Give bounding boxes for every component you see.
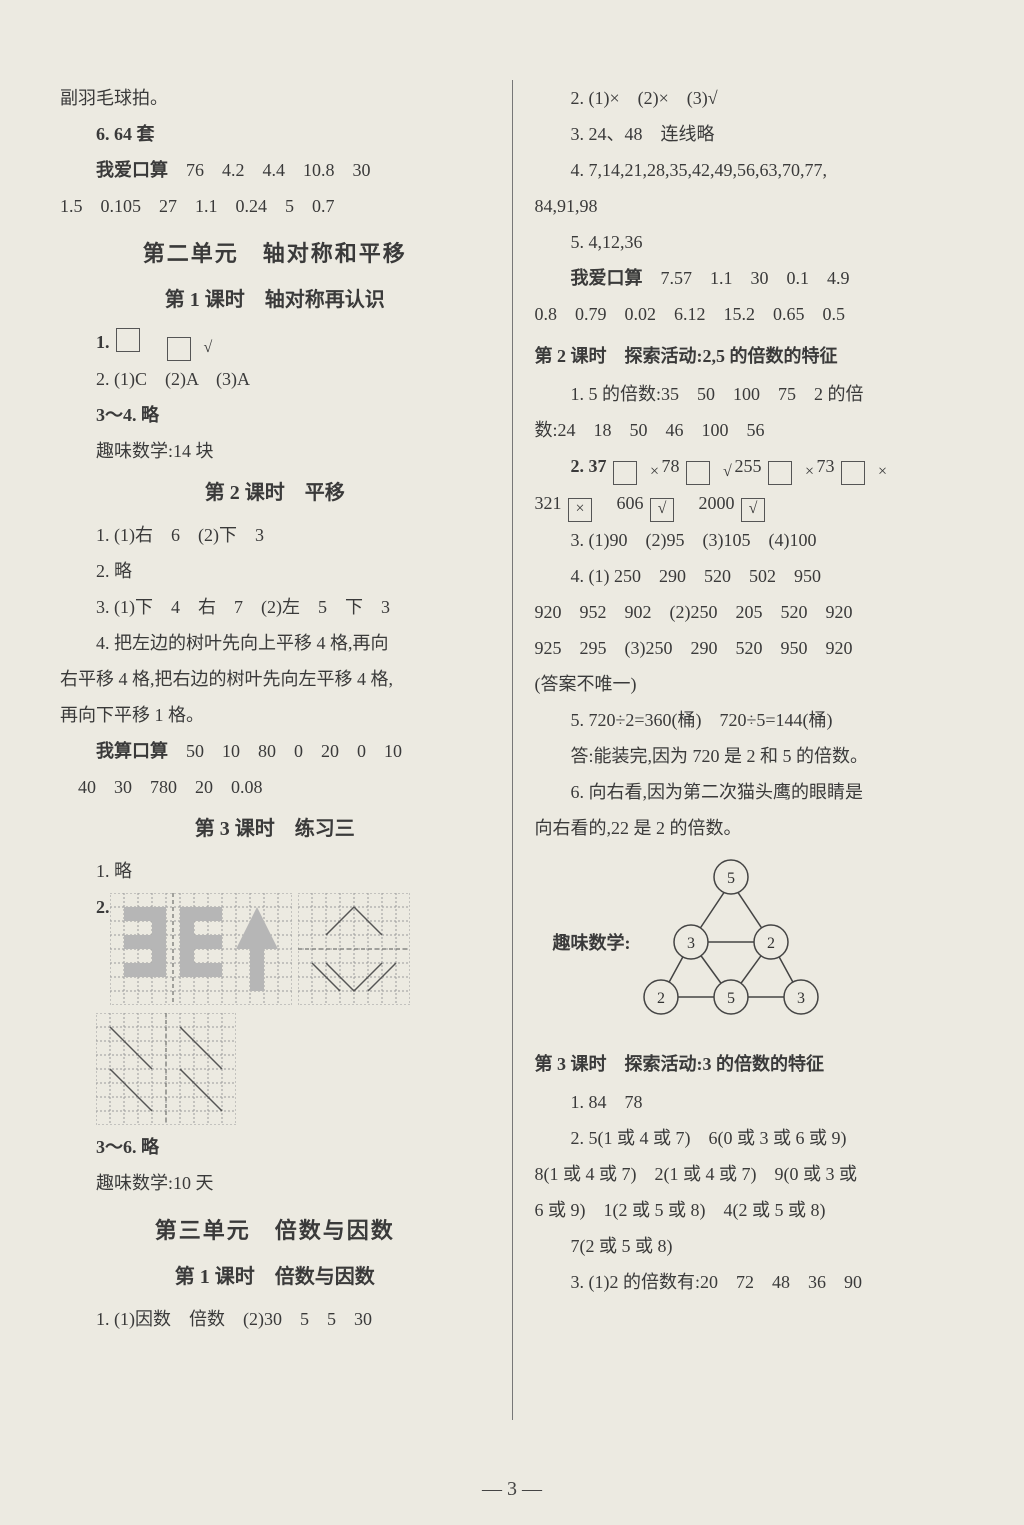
text-line: 1. 5 的倍数:35 50 100 75 2 的倍 [535,376,965,412]
text-line: 1. (1)右 6 (2)下 3 [60,517,490,553]
text: 255 [717,456,762,476]
text-line: 925 295 (3)250 290 520 950 920 [535,630,965,666]
text-line: 3～4. 略 [60,397,490,433]
values: 7.57 1.1 30 0.1 4.9 [661,268,850,288]
grid-figure-icon [110,893,292,1005]
lesson-heading: 第 2 课时 探索活动:2,5 的倍数的特征 [535,338,965,374]
text-line: 4. 把左边的树叶先向上平移 4 格,再向 [60,625,490,661]
text-line: 我爱口算 76 4.2 4.4 10.8 30 [60,152,490,188]
text-line: (答案不唯一) [535,666,965,702]
lesson-heading: 第 3 课时 练习三 [60,809,490,849]
mark-box-icon: × [841,461,865,485]
pyr-m1: 3 [687,935,695,952]
text-line: 40 30 780 20 0.08 [60,769,490,805]
lesson-heading: 第 1 课时 倍数与因数 [60,1257,490,1297]
text-line: 6. 向右看,因为第二次猫头鹰的眼睛是 [535,774,965,810]
grid-figure-icon [298,893,410,1005]
label: 我爱口算 [96,160,168,180]
grid-figure-row [60,1009,490,1129]
pyr-top: 5 [727,870,735,887]
text-line: 右平移 4 格,把右边的树叶先向左平移 4 格, [60,661,490,697]
values: 76 4.2 4.4 10.8 30 [186,160,371,180]
pyramid-diagram-icon: 5 3 2 2 5 3 [631,852,831,1034]
question-line: 1. √ [60,324,490,361]
text: 2000 [681,493,735,513]
pyr-b3: 3 [797,990,805,1007]
text-line: 2. (1)× (2)× (3)√ [535,80,965,116]
lesson-heading: 第 2 课时 平移 [60,473,490,513]
two-column-layout: 副羽毛球拍。 6. 64 套 我爱口算 76 4.2 4.4 10.8 30 1… [60,80,964,1420]
text-line: 5. 4,12,36 [535,224,965,260]
text-line: 向右看的,22 是 2 的倍数。 [535,810,965,846]
unit-heading: 第二单元 轴对称和平移 [60,232,490,276]
question-2-figures: 2. [60,889,490,1009]
text-line: 趣味数学:14 块 [60,433,490,469]
text-line: 920 952 902 (2)250 205 520 920 [535,594,965,630]
values: 50 10 80 0 20 0 10 [186,741,402,761]
text-line: 1.5 0.105 27 1.1 0.24 5 0.7 [60,188,490,224]
unit-heading: 第三单元 倍数与因数 [60,1209,490,1253]
text-line: 2. (1)C (2)A (3)A [60,361,490,397]
q-number: 2. 37 [571,456,607,476]
text-line: 1. 84 78 [535,1084,965,1120]
text-line: 我算口算 50 10 80 0 20 0 10 [60,733,490,769]
pyr-b2: 5 [727,990,735,1007]
text-line: 3. 24、48 连线略 [535,116,965,152]
text: 606 [599,493,644,513]
fun-math-row: 趣味数学: [535,846,965,1040]
left-column: 副羽毛球拍。 6. 64 套 我爱口算 76 4.2 4.4 10.8 30 1… [60,80,508,1420]
text-line: 我爱口算 7.57 1.1 30 0.1 4.9 [535,260,965,296]
text-line: 1. (1)因数 倍数 (2)30 5 5 30 [60,1301,490,1337]
mark-box-icon: √ [686,461,710,485]
text-line: 0.8 0.79 0.02 6.12 15.2 0.65 0.5 [535,296,965,332]
values: 40 30 780 20 0.08 [78,777,263,797]
lesson-heading: 第 3 课时 探索活动:3 的倍数的特征 [535,1046,965,1082]
text-line: 再向下平移 1 格。 [60,697,490,733]
mark-box-icon: √ [650,498,674,522]
text-line: 2. 37 × 78 √ 255 × 73 × [535,448,965,485]
page-number: — 3 — [0,1478,1024,1501]
lesson-heading: 第 1 课时 轴对称再认识 [60,280,490,320]
text-line: 6 或 9) 1(2 或 5 或 8) 4(2 或 5 或 8) [535,1192,965,1228]
text-line: 6. 64 套 [60,116,490,152]
text-line: 3. (1)90 (2)95 (3)105 (4)100 [535,522,965,558]
text: 321 [535,493,562,513]
text-line: 2. 5(1 或 4 或 7) 6(0 或 3 或 6 或 9) [535,1120,965,1156]
mark-box-icon: √ [741,498,765,522]
text-line: 7(2 或 5 或 8) [535,1228,965,1264]
text-line: 4. (1) 250 290 520 502 950 [535,558,965,594]
pyr-b1: 2 [657,990,665,1007]
checkbox-checked-icon: √ [167,337,191,361]
text-line: 副羽毛球拍。 [60,80,490,116]
text-line: 3. (1)下 4 右 7 (2)左 5 下 3 [60,589,490,625]
label: 我爱口算 [571,268,643,288]
mark-box-icon: × [613,461,637,485]
text-line: 4. 7,14,21,28,35,42,49,56,63,70,77, [535,152,965,188]
text-line: 答:能装完,因为 720 是 2 和 5 的倍数。 [535,738,965,774]
text-line: 84,91,98 [535,188,965,224]
q-number: 2. [60,889,110,925]
q-number: 1. [96,332,110,352]
right-column: 2. (1)× (2)× (3)√ 3. 24、48 连线略 4. 7,14,2… [517,80,965,1420]
text-line: 8(1 或 4 或 7) 2(1 或 4 或 7) 9(0 或 3 或 [535,1156,965,1192]
pyr-m2: 2 [767,935,775,952]
text-line: 321 × 606 √ 2000 √ [535,485,965,522]
checkbox-empty-icon [116,328,140,352]
grid-figure-icon [96,1013,236,1125]
text: 73 [799,456,835,476]
text-line: 5. 720÷2=360(桶) 720÷5=144(桶) [535,702,965,738]
fun-math-label: 趣味数学: [535,925,631,961]
mark-box-icon: × [568,498,592,522]
text-line: 数:24 18 50 46 100 56 [535,412,965,448]
mark-box-icon: × [768,461,792,485]
page: 副羽毛球拍。 6. 64 套 我爱口算 76 4.2 4.4 10.8 30 1… [0,0,1024,1525]
column-divider [512,80,513,1420]
label: 我算口算 [96,741,168,761]
text-line: 1. 略 [60,853,490,889]
text-line: 3～6. 略 [60,1129,490,1165]
text: 78 [644,456,680,476]
text-line: 3. (1)2 的倍数有:20 72 48 36 90 [535,1264,965,1300]
text-line: 2. 略 [60,553,490,589]
text-line: 趣味数学:10 天 [60,1165,490,1201]
